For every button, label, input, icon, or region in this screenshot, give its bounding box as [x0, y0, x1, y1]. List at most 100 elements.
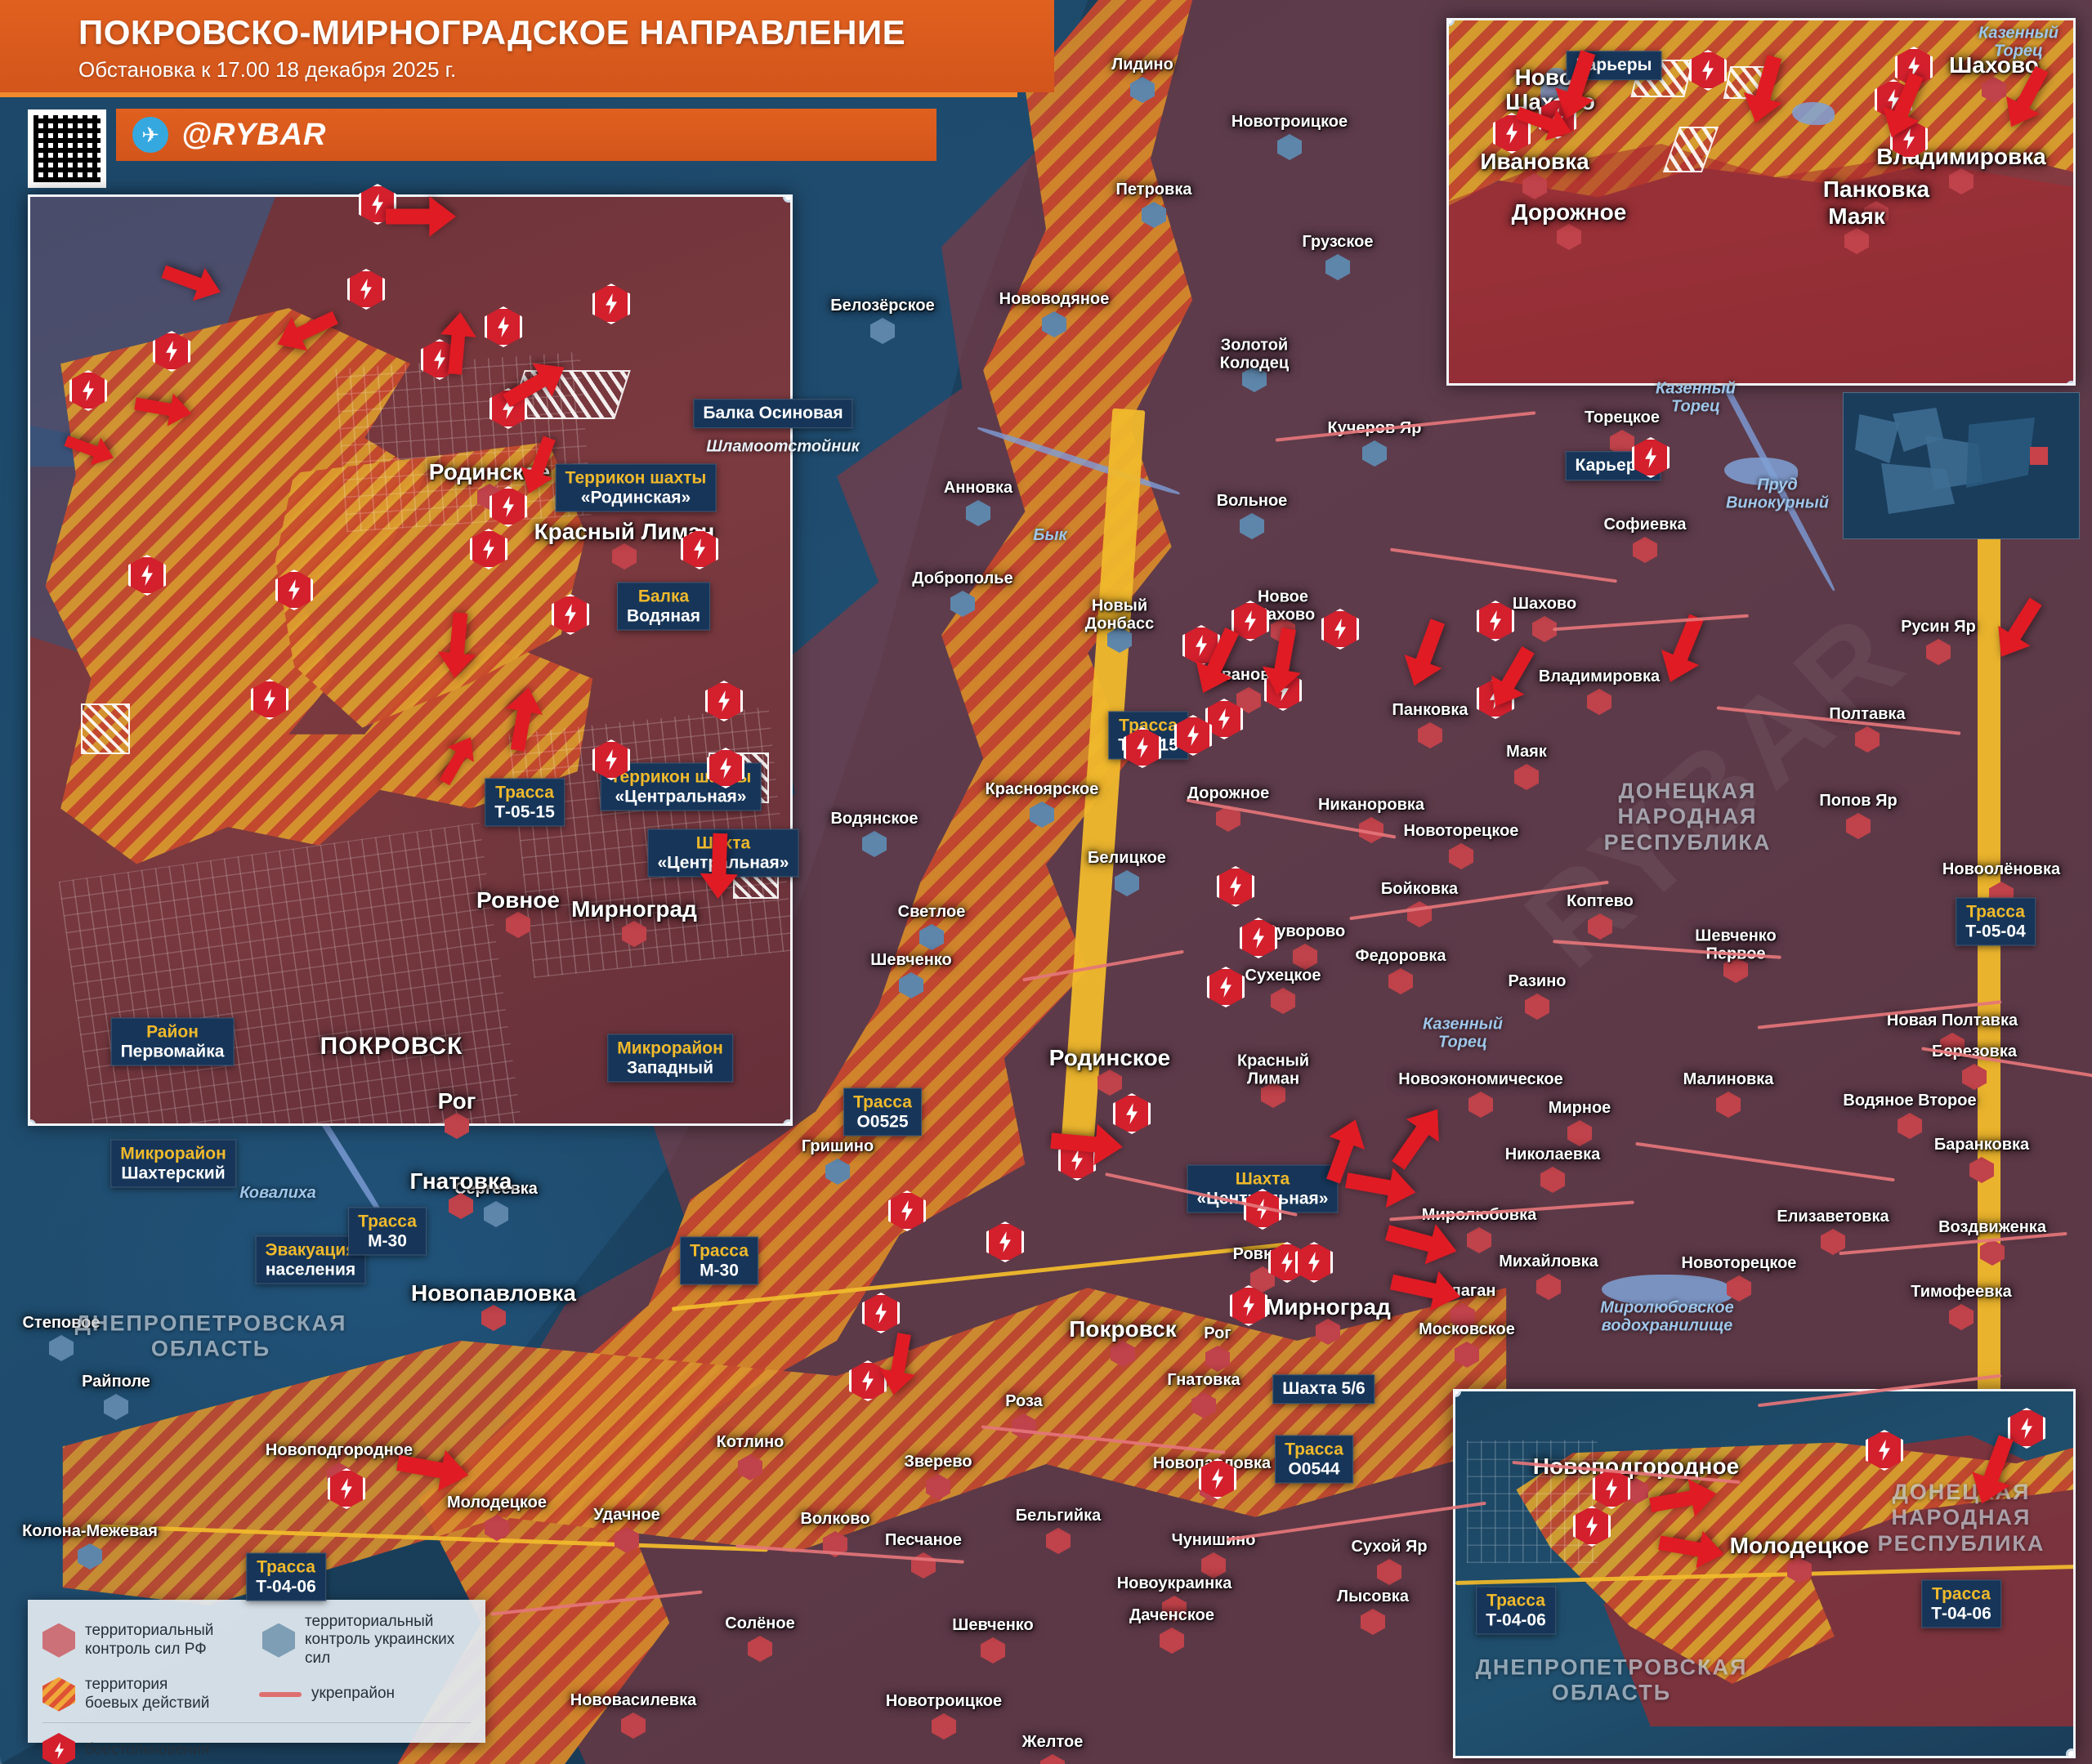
clash-marker[interactable]: [1244, 1189, 1281, 1230]
settlement-marker[interactable]: [1030, 802, 1054, 828]
settlement-marker[interactable]: [1160, 1628, 1184, 1654]
clash-marker[interactable]: [485, 306, 522, 347]
settlement-marker[interactable]: [484, 1201, 508, 1227]
settlement-marker[interactable]: [738, 1454, 762, 1480]
settlement-marker[interactable]: [1587, 689, 1611, 715]
clash-marker[interactable]: [1199, 1458, 1236, 1499]
clash-marker[interactable]: [153, 331, 190, 372]
clash-marker[interactable]: [1207, 967, 1245, 1007]
clash-marker[interactable]: [128, 555, 166, 596]
settlement-marker[interactable]: [981, 1637, 1005, 1664]
settlement-marker[interactable]: [1361, 1609, 1385, 1635]
settlement-marker[interactable]: [1377, 1559, 1401, 1585]
inset-map-shakhovo[interactable]: [1446, 18, 2076, 386]
clash-marker[interactable]: [1240, 918, 1277, 958]
settlement-marker[interactable]: [481, 1305, 506, 1331]
settlement-marker[interactable]: [1716, 1092, 1741, 1118]
clash-marker[interactable]: [705, 681, 743, 721]
settlement-marker[interactable]: [1107, 627, 1132, 653]
settlement-marker[interactable]: [1522, 173, 1547, 199]
clash-marker[interactable]: [1217, 866, 1254, 907]
settlement-marker[interactable]: [932, 1713, 956, 1739]
settlement-marker[interactable]: [1540, 1167, 1565, 1193]
settlement-marker[interactable]: [870, 318, 895, 344]
settlement-marker[interactable]: [1449, 843, 1473, 869]
settlement-marker[interactable]: [506, 912, 530, 938]
settlement-marker[interactable]: [1467, 1227, 1491, 1253]
settlement-marker[interactable]: [1142, 202, 1166, 228]
settlement-marker[interactable]: [1514, 764, 1539, 790]
settlement-marker[interactable]: [748, 1636, 772, 1662]
clash-marker[interactable]: [1477, 601, 1514, 641]
settlement-marker[interactable]: [1240, 513, 1264, 539]
settlement-marker[interactable]: [1271, 988, 1295, 1014]
settlement-marker[interactable]: [622, 921, 646, 947]
settlement-marker[interactable]: [1201, 1552, 1226, 1579]
settlement-marker[interactable]: [1980, 1239, 2005, 1266]
settlement-marker[interactable]: [1277, 134, 1302, 160]
clash-marker[interactable]: [470, 529, 507, 569]
settlement-marker[interactable]: [1536, 1274, 1561, 1300]
settlement-marker[interactable]: [1418, 722, 1442, 748]
settlement-marker[interactable]: [1325, 254, 1350, 280]
settlement-marker[interactable]: [1012, 1413, 1036, 1440]
settlement-marker[interactable]: [485, 1515, 509, 1541]
settlement-marker[interactable]: [1115, 870, 1139, 896]
settlement-marker[interactable]: [862, 831, 887, 857]
settlement-marker[interactable]: [899, 972, 923, 998]
clash-marker[interactable]: [347, 269, 385, 310]
settlement-marker[interactable]: [1468, 1092, 1493, 1118]
settlement-marker[interactable]: [1162, 1596, 1187, 1622]
settlement-marker[interactable]: [1588, 913, 1612, 940]
settlement-marker[interactable]: [1130, 77, 1155, 103]
settlement-marker[interactable]: [449, 1193, 473, 1219]
clash-marker[interactable]: [681, 529, 718, 569]
settlement-marker[interactable]: [1633, 537, 1657, 563]
settlement-marker[interactable]: [1455, 1342, 1479, 1368]
settlement-marker[interactable]: [1042, 311, 1066, 337]
settlement-marker[interactable]: [1205, 1346, 1230, 1372]
clash-marker[interactable]: [1573, 1506, 1611, 1547]
settlement-marker[interactable]: [966, 500, 990, 526]
settlement-marker[interactable]: [1242, 366, 1267, 392]
settlement-marker[interactable]: [445, 1113, 469, 1139]
settlement-marker[interactable]: [1046, 1528, 1071, 1554]
clash-marker[interactable]: [1230, 1285, 1267, 1326]
clash-marker[interactable]: [1866, 1430, 1903, 1471]
clash-marker[interactable]: [862, 1293, 900, 1333]
settlement-marker[interactable]: [1040, 1754, 1065, 1764]
clash-marker[interactable]: [1689, 50, 1727, 91]
settlement-marker[interactable]: [621, 1713, 646, 1739]
settlement-marker[interactable]: [1191, 1392, 1216, 1418]
clash-marker[interactable]: [2008, 1408, 2045, 1449]
settlement-marker[interactable]: [1949, 168, 1974, 194]
settlement-marker[interactable]: [49, 1335, 74, 1361]
settlement-marker[interactable]: [1111, 1341, 1135, 1367]
settlement-marker[interactable]: [1388, 968, 1413, 994]
clash-marker[interactable]: [1593, 1468, 1630, 1509]
settlement-marker[interactable]: [1926, 639, 1951, 665]
clash-marker[interactable]: [552, 594, 589, 635]
settlement-marker[interactable]: [1525, 994, 1549, 1020]
settlement-marker[interactable]: [1962, 1064, 1987, 1090]
settlement-marker[interactable]: [1362, 440, 1387, 467]
settlement-marker[interactable]: [1844, 228, 1869, 254]
clash-marker[interactable]: [251, 679, 288, 720]
settlement-marker[interactable]: [1097, 1070, 1122, 1096]
clash-marker[interactable]: [275, 569, 313, 610]
clash-marker[interactable]: [849, 1360, 887, 1401]
settlement-marker[interactable]: [1898, 1113, 1922, 1139]
settlement-marker[interactable]: [615, 1527, 639, 1553]
settlement-marker[interactable]: [1261, 1082, 1285, 1108]
settlement-marker[interactable]: [78, 1543, 102, 1570]
settlement-marker[interactable]: [1949, 1304, 1974, 1330]
clash-marker[interactable]: [69, 370, 107, 411]
settlement-marker[interactable]: [1316, 1319, 1340, 1345]
clash-marker[interactable]: [328, 1468, 365, 1509]
settlement-marker[interactable]: [1787, 1557, 1812, 1583]
settlement-marker[interactable]: [1567, 1120, 1592, 1146]
clash-marker[interactable]: [1321, 609, 1359, 650]
clash-marker[interactable]: [986, 1221, 1024, 1262]
settlement-marker[interactable]: [1969, 1157, 1994, 1183]
settlement-marker[interactable]: [950, 591, 975, 617]
